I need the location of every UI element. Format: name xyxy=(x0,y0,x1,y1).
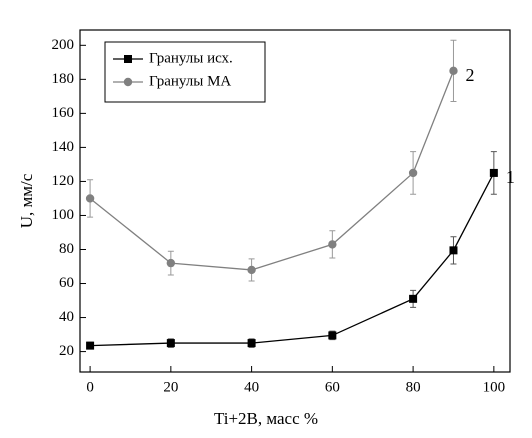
x-tick-label: 100 xyxy=(483,379,506,395)
marker xyxy=(247,265,256,275)
plot-frame xyxy=(79,29,511,373)
annotation: 2 xyxy=(465,65,474,85)
x-tick-label: 60 xyxy=(325,379,340,395)
marker xyxy=(85,194,95,203)
y-tick-label: 140 xyxy=(52,139,75,155)
y-tick-label: 180 xyxy=(52,71,75,87)
marker xyxy=(489,168,498,177)
series-line xyxy=(90,172,495,347)
legend-box xyxy=(104,41,266,103)
x-tick-label: 0 xyxy=(86,379,94,395)
x-axis-label: Ti+2B, масс % xyxy=(214,409,318,428)
marker xyxy=(328,240,337,249)
legend-marker xyxy=(124,55,132,63)
x-tick-label: 80 xyxy=(406,379,421,395)
marker xyxy=(328,331,337,340)
legend-marker xyxy=(123,77,133,87)
y-tick-label: 200 xyxy=(52,37,75,53)
y-tick-label: 120 xyxy=(52,173,75,189)
y-tick-label: 40 xyxy=(59,309,74,325)
y-tick-label: 60 xyxy=(59,275,74,291)
marker xyxy=(166,339,175,348)
legend-label: Гранулы исх. xyxy=(149,50,233,66)
marker xyxy=(449,66,458,76)
y-tick-label: 20 xyxy=(59,343,74,359)
y-tick-label: 80 xyxy=(59,241,74,257)
marker xyxy=(408,168,418,178)
marker xyxy=(86,341,95,350)
marker xyxy=(409,294,418,303)
marker xyxy=(166,258,176,268)
x-tick-label: 40 xyxy=(244,379,259,395)
series-line xyxy=(89,70,455,271)
y-tick-label: 160 xyxy=(52,105,75,121)
marker xyxy=(247,339,256,348)
y-tick-label: 100 xyxy=(52,207,75,223)
marker xyxy=(449,246,458,255)
annotation: 1 xyxy=(506,167,515,187)
x-tick-label: 20 xyxy=(163,379,178,395)
y-axis-label: U, мм/с xyxy=(17,173,36,228)
legend-label: Гранулы МА xyxy=(149,73,231,89)
